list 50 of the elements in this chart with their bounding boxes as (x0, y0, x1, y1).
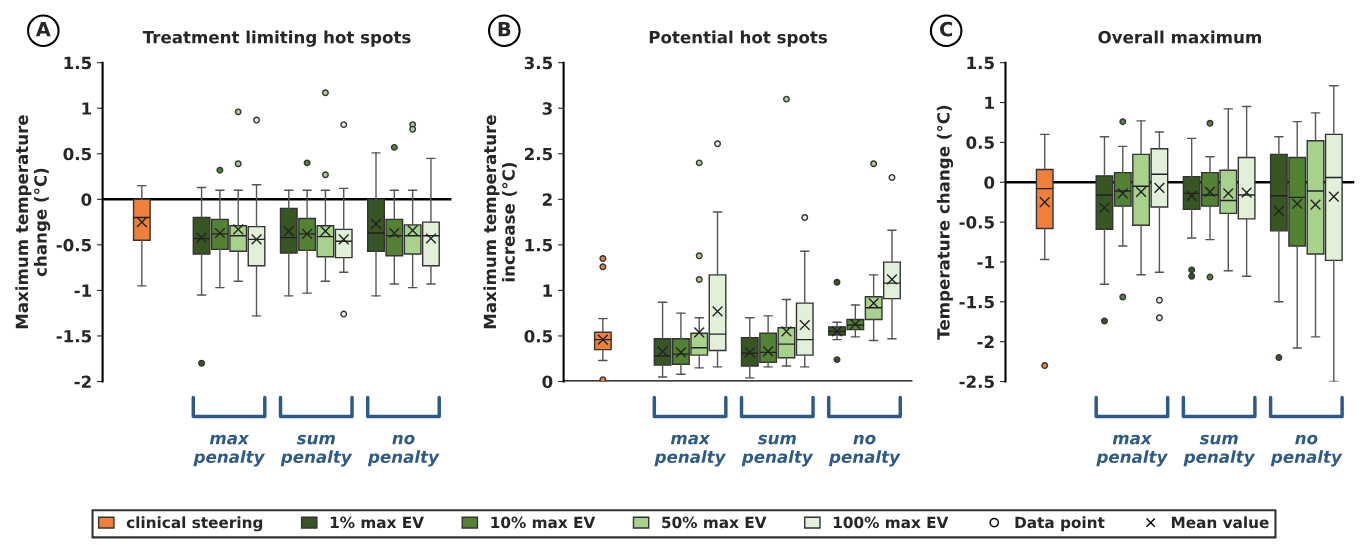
y-axis-title: Maximum temperature increase (°C) (483, 115, 517, 329)
x-tick-label: sum penalty (741, 434, 814, 467)
legend-label: 1% max EV (330, 516, 424, 529)
legend-label: 50% max EV (662, 516, 767, 529)
y-tick-label: 0.5 (966, 136, 994, 149)
y-tick-label: 0 (542, 375, 553, 389)
x-tick-label: sum penalty (280, 434, 353, 467)
chart-title: Overall maximum (1098, 30, 1261, 44)
text: A (35, 21, 51, 37)
y-tick-label: -0.5 (959, 216, 994, 229)
y-tick-label: 1 (543, 284, 553, 297)
legend-label: 10% max EV (491, 516, 596, 529)
y-tick-label: 1.5 (967, 56, 994, 70)
x-tick-label: max penalty (654, 434, 727, 467)
y-tick-label: -1.5 (959, 295, 994, 309)
chart-title: Treatment limiting hot spots (142, 30, 411, 47)
y-tick-label: 2 (542, 193, 552, 206)
legend-label: clinical steering (126, 516, 263, 532)
y-tick-label: -2 (977, 335, 994, 348)
y-axis-title: Temperature change (°C) (936, 105, 954, 340)
y-tick-label: 3.5 (524, 56, 553, 70)
text: C (940, 21, 953, 37)
y-tick-label: 1.5 (525, 239, 553, 252)
x-tick-label: max penalty (193, 434, 266, 467)
x-tick-label: sum penalty (1183, 434, 1256, 467)
text: Mean value (1171, 516, 1269, 529)
y-axis-title: Maximum temperature change (°C) (15, 115, 51, 329)
x-tick-label: no penalty (828, 434, 901, 467)
legend-label: 100% max EV (833, 516, 949, 529)
y-tick-label: -0.5 (56, 238, 92, 252)
x-tick-label: max penalty (1096, 434, 1168, 467)
x-tick-label: no penalty (367, 434, 440, 467)
y-tick-label: 1.5 (64, 56, 92, 70)
x-tick-label: no penalty (1270, 434, 1343, 467)
y-tick-label: -1 (977, 256, 994, 269)
y-tick-label: 0.5 (524, 329, 553, 343)
y-tick-label: 0 (984, 176, 995, 189)
y-tick-label: -1.5 (56, 330, 92, 343)
y-tick-label: -2.5 (959, 375, 994, 389)
y-tick-label: 1 (82, 102, 92, 115)
y-tick-label: 1 (985, 96, 994, 109)
y-tick-label: 0 (81, 193, 92, 206)
y-tick-label: -1 (74, 284, 92, 297)
text: B (498, 21, 511, 37)
chart-title: Potential hot spots (649, 30, 828, 47)
y-tick-label: 3 (542, 102, 552, 115)
y-tick-label: 2.5 (524, 147, 553, 161)
y-tick-label: -2 (74, 375, 91, 388)
y-tick-label: 0.5 (63, 147, 92, 161)
text: Data point (1015, 516, 1105, 532)
